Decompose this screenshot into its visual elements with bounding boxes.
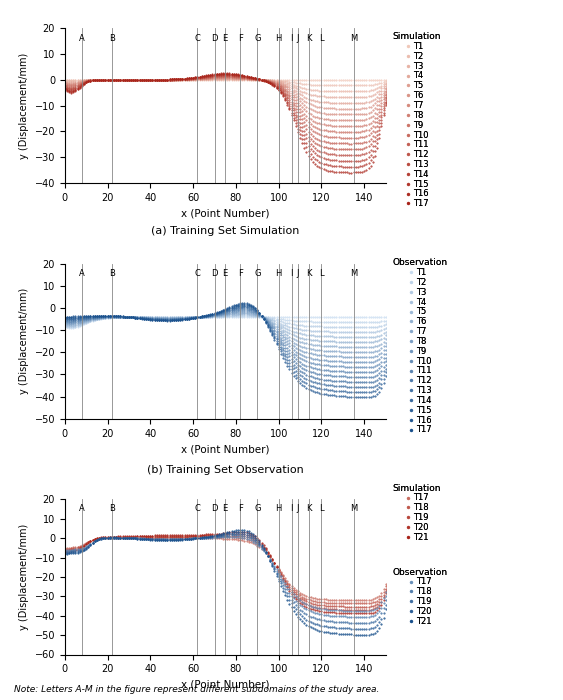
Text: H: H: [275, 504, 282, 513]
Text: I: I: [291, 34, 293, 43]
Text: F: F: [238, 270, 243, 279]
Text: J: J: [297, 270, 299, 279]
Text: A: A: [79, 34, 85, 43]
Text: D: D: [211, 270, 218, 279]
X-axis label: x (Point Number): x (Point Number): [181, 444, 270, 454]
Text: Note: Letters A-M in the figure represent different subdomains of the study area: Note: Letters A-M in the figure represen…: [14, 685, 379, 694]
Text: B: B: [109, 34, 115, 43]
Legend: T17, T18, T19, T20, T21: T17, T18, T19, T20, T21: [392, 568, 448, 626]
Text: (b) Training Set Observation: (b) Training Set Observation: [147, 466, 303, 475]
Text: F: F: [238, 504, 243, 513]
Text: J: J: [297, 504, 299, 513]
Text: I: I: [291, 504, 293, 513]
Legend: T17, T18, T19, T20, T21: T17, T18, T19, T20, T21: [392, 484, 441, 542]
Text: (a) Training Set Simulation: (a) Training Set Simulation: [151, 227, 300, 237]
Text: A: A: [79, 504, 85, 513]
Text: J: J: [297, 34, 299, 43]
Text: G: G: [254, 270, 261, 279]
Text: A: A: [79, 270, 85, 279]
Text: M: M: [350, 270, 357, 279]
Text: D: D: [211, 504, 218, 513]
Y-axis label: y (Displacement/mm): y (Displacement/mm): [19, 52, 29, 159]
Text: L: L: [319, 270, 324, 279]
Text: E: E: [222, 270, 228, 279]
Text: L: L: [319, 504, 324, 513]
Text: C: C: [194, 34, 200, 43]
Text: C: C: [194, 504, 200, 513]
Text: M: M: [350, 504, 357, 513]
X-axis label: x (Point Number): x (Point Number): [181, 680, 270, 689]
Text: G: G: [254, 504, 261, 513]
Text: H: H: [275, 34, 282, 43]
Text: C: C: [194, 270, 200, 279]
Text: F: F: [238, 34, 243, 43]
Text: D: D: [211, 34, 218, 43]
Text: K: K: [306, 504, 311, 513]
Text: H: H: [275, 270, 282, 279]
Text: B: B: [109, 504, 115, 513]
Text: K: K: [306, 270, 311, 279]
Text: L: L: [319, 34, 324, 43]
Text: E: E: [222, 504, 228, 513]
X-axis label: x (Point Number): x (Point Number): [181, 209, 270, 218]
Text: E: E: [222, 34, 228, 43]
Legend: T1, T2, T3, T4, T5, T6, T7, T8, T9, T10, T11, T12, T13, T14, T15, T16, T17: T1, T2, T3, T4, T5, T6, T7, T8, T9, T10,…: [392, 32, 441, 209]
Legend: T1, T2, T3, T4, T5, T6, T7, T8, T9, T10, T11, T12, T13, T14, T15, T16, T17: T1, T2, T3, T4, T5, T6, T7, T8, T9, T10,…: [392, 258, 448, 435]
Text: B: B: [109, 270, 115, 279]
Text: K: K: [306, 34, 311, 43]
Text: I: I: [291, 270, 293, 279]
Y-axis label: y (Displacement/mm): y (Displacement/mm): [19, 288, 29, 394]
Text: M: M: [350, 34, 357, 43]
Text: G: G: [254, 34, 261, 43]
Y-axis label: y (Displacement/mm): y (Displacement/mm): [19, 524, 29, 630]
